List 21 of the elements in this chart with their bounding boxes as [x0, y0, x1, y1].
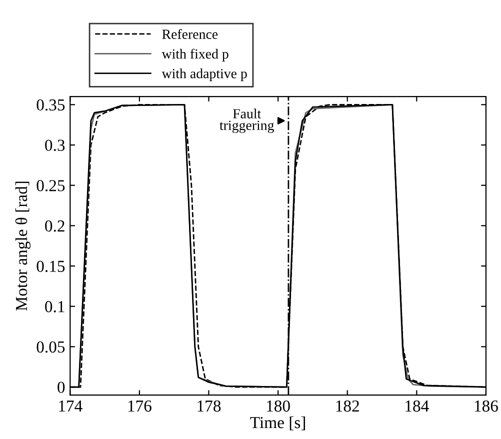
y-tick-label: 0.15 [36, 260, 65, 272]
y-tick-label: 0.2 [45, 220, 64, 232]
x-axis-title: Time [s] [250, 416, 305, 430]
y-tick-label: 0.25 [36, 180, 65, 192]
legend-label: with adaptive p [162, 68, 247, 82]
x-tick-label: 176 [128, 400, 152, 412]
x-tick-label: 182 [336, 400, 359, 412]
ref-line-label: Fault triggering [220, 108, 274, 133]
x-tick-label: 184 [406, 400, 429, 412]
y-tick-label: 0.05 [36, 341, 65, 353]
x-tick-label: 186 [474, 400, 498, 412]
x-tick-label: 174 [59, 400, 82, 412]
y-tick-label: 0.35 [36, 99, 65, 111]
x-tick-label: 180 [267, 400, 290, 412]
y-tick-label: 0.3 [45, 140, 65, 152]
legend-label: Reference [162, 29, 218, 39]
x-tick-label: 178 [198, 400, 221, 412]
y-tick-label: 0.1 [45, 301, 64, 312]
y-tick-label: 0 [58, 382, 65, 393]
y-axis-title: Motor angle θ [rad] [15, 182, 31, 311]
legend-label: with fixed p [162, 48, 228, 62]
